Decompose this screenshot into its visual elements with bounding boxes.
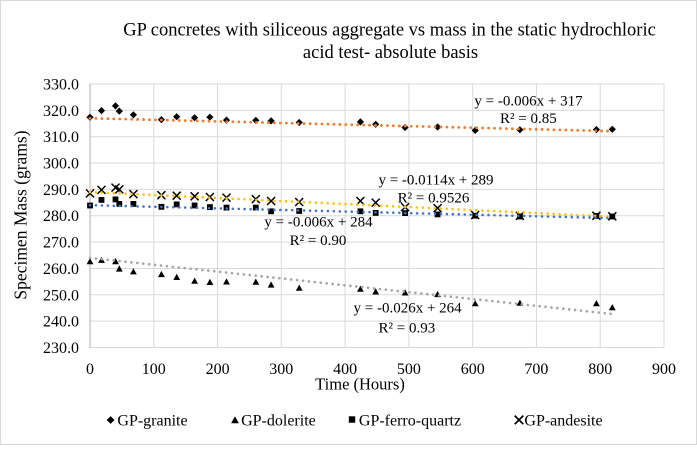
svg-text:320.0: 320.0: [43, 103, 79, 120]
svg-text:230.0: 230.0: [43, 340, 79, 357]
svg-text:310.0: 310.0: [43, 129, 79, 146]
svg-text:GP concretes with siliceous ag: GP concretes with siliceous aggregate vs…: [123, 21, 656, 41]
svg-text:Specimen Mass (grams): Specimen Mass (grams): [11, 130, 31, 299]
svg-text:500: 500: [397, 361, 421, 378]
svg-text:y = -0.0114x + 289: y = -0.0114x + 289: [378, 173, 493, 189]
svg-text:acid test- absolute basis: acid test- absolute basis: [303, 43, 478, 63]
svg-text:800: 800: [588, 361, 612, 378]
svg-text:R² = 0.9526: R² = 0.9526: [398, 191, 470, 207]
svg-text:GP-andesite: GP-andesite: [524, 412, 602, 429]
svg-text:y = -0.006x + 284: y = -0.006x + 284: [264, 214, 373, 230]
svg-text:GP-ferro-quartz: GP-ferro-quartz: [359, 412, 461, 429]
svg-text:GP-dolerite: GP-dolerite: [241, 412, 316, 429]
svg-text:270.0: 270.0: [43, 235, 79, 252]
svg-text:400: 400: [333, 361, 357, 378]
svg-text:300.0: 300.0: [43, 156, 79, 173]
svg-text:300: 300: [269, 361, 293, 378]
svg-text:y = -0.026x + 264: y = -0.026x + 264: [354, 300, 463, 316]
svg-text:Time (Hours): Time (Hours): [315, 375, 405, 394]
svg-text:700: 700: [524, 361, 548, 378]
svg-text:240.0: 240.0: [43, 314, 79, 331]
svg-text:R² = 0.85: R² = 0.85: [500, 111, 557, 127]
svg-text:900: 900: [652, 361, 676, 378]
svg-text:250.0: 250.0: [43, 287, 79, 304]
svg-text:GP-granite: GP-granite: [117, 412, 187, 429]
svg-text:280.0: 280.0: [43, 208, 79, 225]
svg-text:R² = 0.93: R² = 0.93: [379, 321, 436, 337]
svg-text:330.0: 330.0: [43, 77, 79, 94]
svg-text:600: 600: [461, 361, 485, 378]
svg-text:0: 0: [86, 361, 94, 378]
svg-text:y = -0.006x + 317: y = -0.006x + 317: [474, 94, 583, 110]
svg-text:R² = 0.90: R² = 0.90: [290, 233, 347, 249]
svg-text:290.0: 290.0: [43, 182, 79, 199]
svg-text:100: 100: [142, 361, 166, 378]
svg-text:200: 200: [206, 361, 230, 378]
svg-text:260.0: 260.0: [43, 261, 79, 278]
